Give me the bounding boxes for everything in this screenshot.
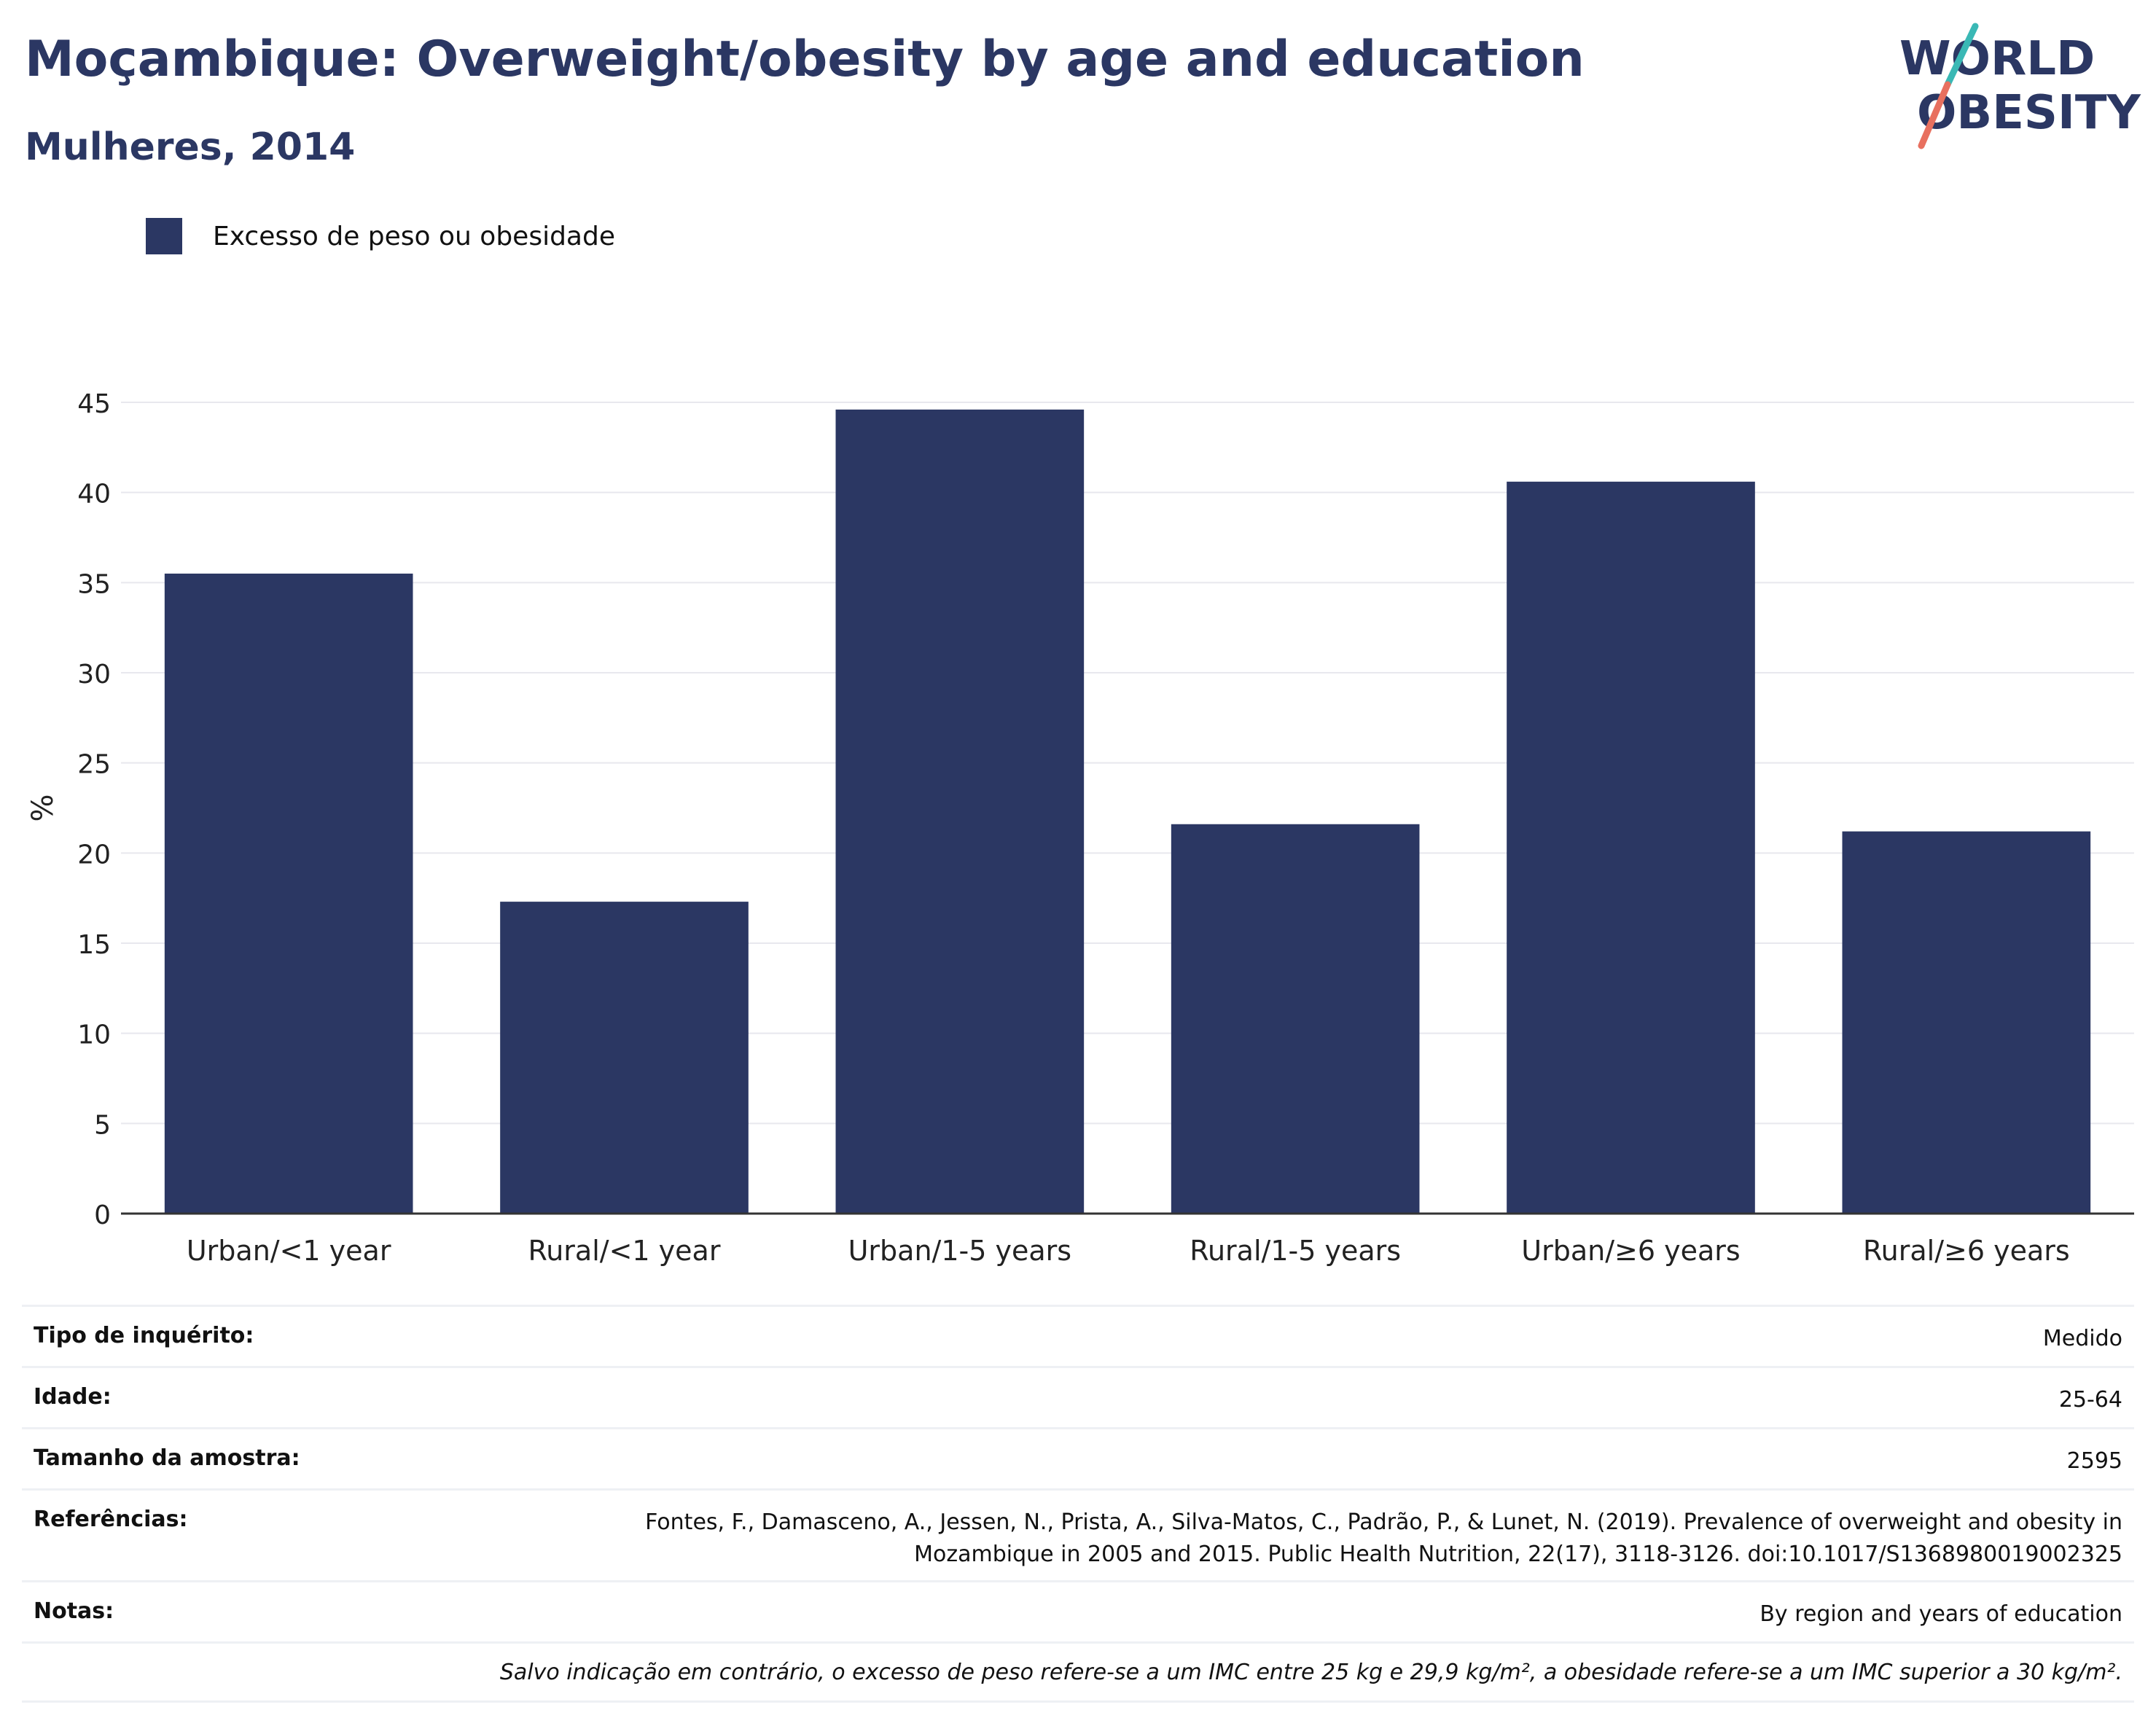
world-obesity-logo: WORLD OBESITY — [1899, 23, 2141, 149]
info-row-survey-type: Tipo de inquérito: Medido — [22, 1305, 2134, 1366]
survey-type-label: Tipo de inquérito: — [34, 1323, 254, 1348]
logo-slash-teal — [1944, 23, 1979, 88]
references-label: Referências: — [34, 1507, 188, 1532]
y-tick-label: 35 — [77, 569, 111, 599]
chart-legend[interactable]: Excesso de peso ou obesidade — [146, 216, 615, 257]
x-tick-label: Urban/1-5 years — [848, 1235, 1071, 1267]
legend-swatch — [146, 218, 182, 254]
y-tick-label: 25 — [77, 750, 111, 780]
bar — [1507, 481, 1755, 1214]
logo-slash-coral — [1918, 81, 1951, 149]
age-value: 25-64 — [2058, 1387, 2122, 1413]
x-tick-label: Urban/≥6 years — [1521, 1235, 1740, 1267]
logo-text-obesity: OBESITY — [1917, 86, 2141, 140]
footnote: Salvo indicação em contrário, o excesso … — [499, 1660, 2122, 1685]
notes-value: By region and years of education — [1759, 1601, 2122, 1627]
references-line-2: Mozambique in 2005 and 2015. Public Heal… — [914, 1542, 2122, 1567]
bar — [164, 573, 413, 1214]
y-tick-label: 15 — [77, 930, 111, 960]
x-tick-label: Rural/≥6 years — [1863, 1235, 2070, 1267]
bar — [1171, 824, 1420, 1214]
info-row-sample-size: Tamanho da amostra: 2595 — [22, 1427, 2134, 1488]
references-line-1: Fontes, F., Damasceno, A., Jessen, N., P… — [645, 1510, 2122, 1535]
sample-size-value: 2595 — [2066, 1448, 2122, 1474]
y-tick-label: 0 — [94, 1200, 111, 1230]
bar — [1842, 831, 2091, 1214]
x-tick-label: Urban/<1 year — [187, 1235, 391, 1267]
y-tick-label: 40 — [77, 480, 111, 509]
y-axis-label: % — [26, 794, 60, 821]
notes-label: Notas: — [34, 1598, 114, 1624]
info-row-age: Idade: 25-64 — [22, 1366, 2134, 1427]
y-tick-label: 10 — [77, 1020, 111, 1050]
legend-label: Excesso de peso ou obesidade — [213, 221, 615, 251]
bar — [500, 902, 749, 1214]
y-tick-label: 30 — [77, 660, 111, 690]
y-tick-label: 45 — [77, 389, 111, 419]
logo-text-world: WORLD — [1899, 32, 2095, 86]
x-tick-label: Rural/1-5 years — [1190, 1235, 1401, 1267]
age-label: Idade: — [34, 1384, 112, 1410]
info-row-footnote: Salvo indicação em contrário, o excesso … — [22, 1641, 2134, 1703]
bar-chart: 0 5 10 15 20 25 30 35 40 45% Urban/<1 year Rural/<1… — [26, 389, 2134, 1267]
chart-title: Moçambique: Overweight/obesity by age an… — [25, 31, 1585, 88]
info-table: Tipo de inquérito: Medido Idade: 25-64 T… — [22, 1305, 2134, 1703]
references-value: Fontes, F., Damasceno, A., Jessen, N., P… — [645, 1507, 2122, 1571]
bar — [835, 409, 1085, 1214]
y-tick-label: 20 — [77, 840, 111, 870]
info-row-references: Referências: Fontes, F., Damasceno, A., … — [22, 1488, 2134, 1580]
x-tick-label: Rural/<1 year — [528, 1235, 721, 1267]
chart-subtitle: Mulheres, 2014 — [25, 125, 356, 169]
survey-type-value: Medido — [2042, 1326, 2122, 1351]
info-row-notes: Notas: By region and years of education — [22, 1580, 2134, 1641]
y-tick-label: 5 — [94, 1110, 111, 1140]
sample-size-label: Tamanho da amostra: — [34, 1445, 300, 1471]
